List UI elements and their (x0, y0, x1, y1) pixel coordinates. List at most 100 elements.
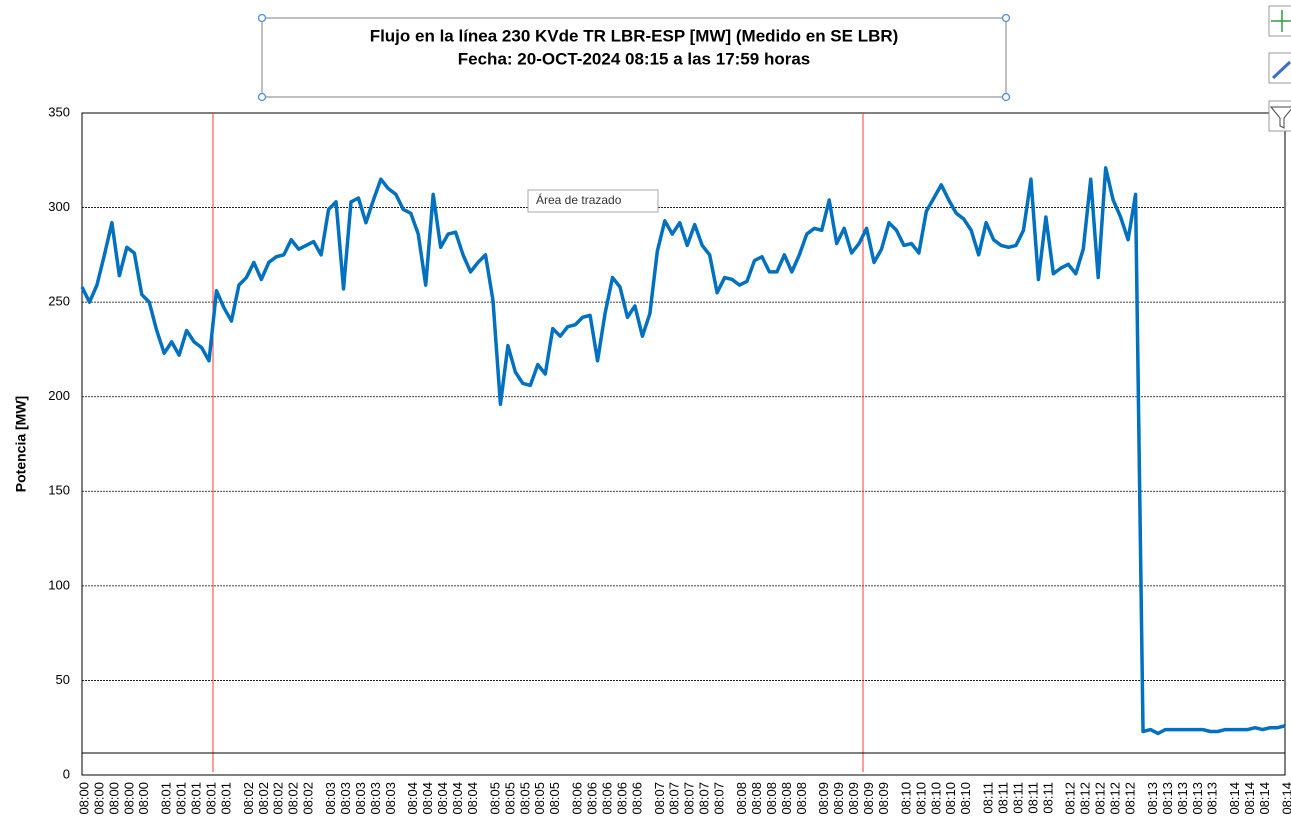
x-tick-label: 08:10 (913, 782, 928, 815)
x-tick-label: 08:06 (570, 782, 585, 815)
x-tick-label: 08:13 (1205, 782, 1220, 815)
x-tick-label: 08:04 (420, 782, 435, 815)
x-tick-label: 08:05 (517, 782, 532, 815)
brush-icon (1271, 60, 1291, 80)
x-tick-label: 08:13 (1145, 782, 1160, 815)
x-tick-label: 08:08 (749, 782, 764, 815)
x-tick-label: 08:11 (981, 782, 996, 814)
x-tick-label: 08:00 (136, 782, 151, 815)
x-tick-label: 08:04 (450, 782, 465, 815)
x-tick-label: 08:08 (764, 782, 779, 815)
x-tick-label: 08:04 (405, 782, 420, 815)
handle (1001, 13, 1011, 23)
x-tick-label: 08:07 (697, 782, 712, 815)
x-tick-label: 08:07 (667, 782, 682, 815)
x-tick-label: 08:02 (271, 782, 286, 815)
x-tick-label: 08:02 (241, 782, 256, 815)
x-tick-label: 08:13 (1160, 782, 1175, 815)
x-tick-label: 08:13 (1175, 782, 1190, 815)
x-tick-label: 08:12 (1093, 782, 1108, 815)
x-tick-label: 08:01 (218, 782, 233, 815)
handle (257, 92, 267, 102)
x-tick-label: 08:03 (383, 782, 398, 815)
x-tick-label: 08:02 (286, 782, 301, 815)
x-tick-label: 08:03 (338, 782, 353, 815)
x-tick-label: 08:12 (1123, 782, 1138, 815)
x-tick-label: 08:05 (502, 782, 517, 815)
x-tick-label: 08:08 (779, 782, 794, 815)
x-tick-label: 08:06 (585, 782, 600, 815)
filter-icon (1269, 106, 1291, 129)
x-tick-label: 08:06 (599, 782, 614, 815)
x-tick-label: 08:01 (203, 782, 218, 815)
x-tick-label: 08:09 (831, 782, 846, 815)
x-tick-label: 08:14 (1279, 782, 1291, 815)
y-tick-label: 350 (48, 104, 70, 119)
x-tick-label: 08:07 (652, 782, 667, 815)
plus-icon (1271, 10, 1291, 32)
y-tick-label: 250 (48, 294, 70, 309)
x-tick-label: 08:05 (487, 782, 502, 815)
x-tick-label: 08:11 (1040, 782, 1055, 814)
y-tick-label: 200 (48, 388, 70, 403)
selection-handles (257, 13, 1011, 102)
x-tick-label: 08:02 (301, 782, 316, 815)
x-tick-label: 08:01 (159, 782, 174, 815)
x-tick-label: 08:00 (91, 782, 106, 815)
x-tick-label: 08:04 (435, 782, 450, 815)
tooltip-box (527, 189, 659, 213)
x-tick-label: 08:14 (1257, 782, 1272, 815)
x-tick-label: 08:09 (861, 782, 876, 815)
x-tick-label: 08:04 (465, 782, 480, 815)
tooltip: Área de trazado (536, 192, 622, 207)
x-tick-label: 08:14 (1227, 782, 1242, 815)
x-tick-label: 08:10 (898, 782, 913, 815)
x-tick-label: 08:01 (189, 782, 204, 815)
x-tick-label: 08:12 (1063, 782, 1078, 815)
x-tick-label: 08:11 (1025, 782, 1040, 814)
chart-title: Flujo en la línea 230 KVde TR LBR-ESP [M… (370, 26, 899, 45)
x-tick-label: 08:10 (928, 782, 943, 815)
y-tick-label: 300 (48, 199, 70, 214)
x-tick-label: 08:08 (734, 782, 749, 815)
x-tick-label: 08:10 (958, 782, 973, 815)
x-tick-label: 08:12 (1078, 782, 1093, 815)
handle (257, 13, 267, 23)
x-tick-label: 08:11 (1010, 782, 1025, 814)
x-tick-label: 08:05 (547, 782, 562, 815)
x-tick-label: 08:02 (256, 782, 271, 815)
x-tick-label: 08:00 (76, 782, 91, 815)
x-tick-label: 08:08 (794, 782, 809, 815)
x-tick-label: 08:14 (1242, 782, 1257, 815)
x-tick-label: 08:09 (816, 782, 831, 815)
x-tick-label: 08:13 (1190, 782, 1205, 815)
handle (1001, 92, 1011, 102)
x-tick-label: 08:05 (532, 782, 547, 815)
title-box (261, 17, 1007, 98)
x-tick-label: 08:01 (174, 782, 189, 815)
chart-buttons[interactable] (1268, 5, 1291, 132)
chart-styles-button[interactable] (1268, 52, 1291, 84)
x-tick-label: 08:03 (353, 782, 368, 815)
y-tick-label: 50 (56, 672, 70, 687)
chart-subtitle: Fecha: 20-OCT-2024 08:15 a las 17:59 hor… (458, 49, 810, 68)
x-tick-label: 08:07 (682, 782, 697, 815)
x-tick-label: 08:03 (368, 782, 383, 815)
x-tick-label: 08:06 (629, 782, 644, 815)
x-tick-label: 08:06 (614, 782, 629, 815)
y-axis-label: Potencia [MW] (13, 396, 29, 492)
plot-frame (81, 112, 1286, 776)
x-tick-label: 08:03 (323, 782, 338, 815)
data-line (80, 166, 1286, 736)
marks (80, 166, 1286, 736)
x-tick-label: 08:00 (121, 782, 136, 815)
x-tick-label: 08:09 (876, 782, 891, 815)
x-tick-label: 08:09 (846, 782, 861, 815)
x-tick-label: 08:07 (712, 782, 727, 815)
y-tick-label: 150 (48, 483, 70, 498)
y-tick-label: 100 (48, 577, 70, 592)
x-tick-label: 08:11 (995, 782, 1010, 814)
y-tick-label: 0 (63, 766, 70, 781)
